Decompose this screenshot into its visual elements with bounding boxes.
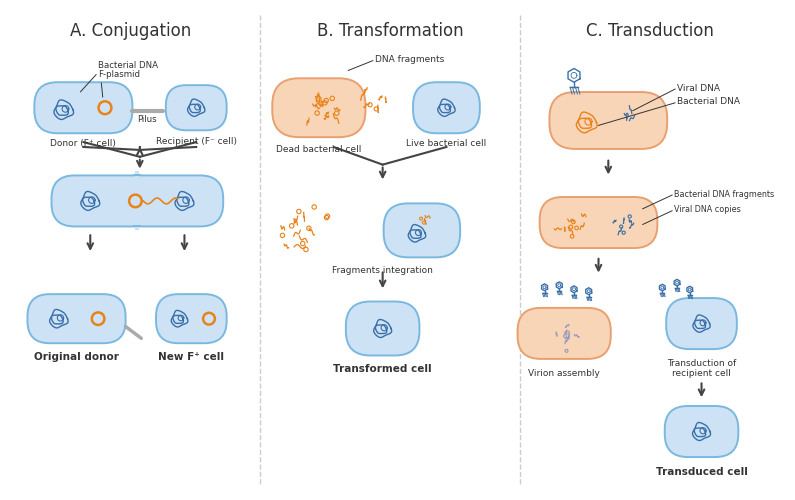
FancyBboxPatch shape [346,302,420,356]
FancyBboxPatch shape [28,294,126,343]
Text: Bacterial DNA: Bacterial DNA [677,98,740,106]
FancyBboxPatch shape [549,92,667,149]
Text: Viral DNA: Viral DNA [677,84,720,92]
FancyBboxPatch shape [34,82,133,133]
FancyBboxPatch shape [272,78,366,137]
FancyBboxPatch shape [166,85,227,130]
Text: Live bacterial cell: Live bacterial cell [406,139,487,148]
FancyBboxPatch shape [52,176,223,226]
FancyBboxPatch shape [666,298,737,349]
FancyBboxPatch shape [540,197,657,248]
Text: Bacterial DNA: Bacterial DNA [98,60,158,70]
Text: DNA fragments: DNA fragments [374,55,444,64]
FancyBboxPatch shape [384,204,460,258]
Text: Viral DNA copies: Viral DNA copies [674,206,741,214]
Text: Donor (F⁺ cell): Donor (F⁺ cell) [50,139,116,148]
Text: F-plasmid: F-plasmid [98,70,140,80]
Text: A. Conjugation: A. Conjugation [70,22,191,40]
FancyBboxPatch shape [156,294,227,343]
Text: Pilus: Pilus [138,114,157,124]
Text: Fragments integration: Fragments integration [332,266,433,274]
Text: Original donor: Original donor [34,352,119,362]
Text: B. Transformation: B. Transformation [317,22,463,40]
Text: Dead bacterial cell: Dead bacterial cell [276,145,362,154]
Text: New F⁺ cell: New F⁺ cell [158,352,224,362]
Text: Bacterial DNA fragments: Bacterial DNA fragments [674,190,774,198]
Text: C. Transduction: C. Transduction [586,22,713,40]
Text: recipient cell: recipient cell [672,368,731,378]
FancyBboxPatch shape [413,82,480,133]
Text: Recipient (F⁻ cell): Recipient (F⁻ cell) [156,137,237,146]
Text: Transduced cell: Transduced cell [656,467,747,477]
Text: Transduction of: Transduction of [667,359,736,368]
Text: Virion assembly: Virion assembly [528,368,600,378]
FancyBboxPatch shape [665,406,739,457]
Text: Transformed cell: Transformed cell [333,364,432,374]
FancyBboxPatch shape [518,308,611,359]
